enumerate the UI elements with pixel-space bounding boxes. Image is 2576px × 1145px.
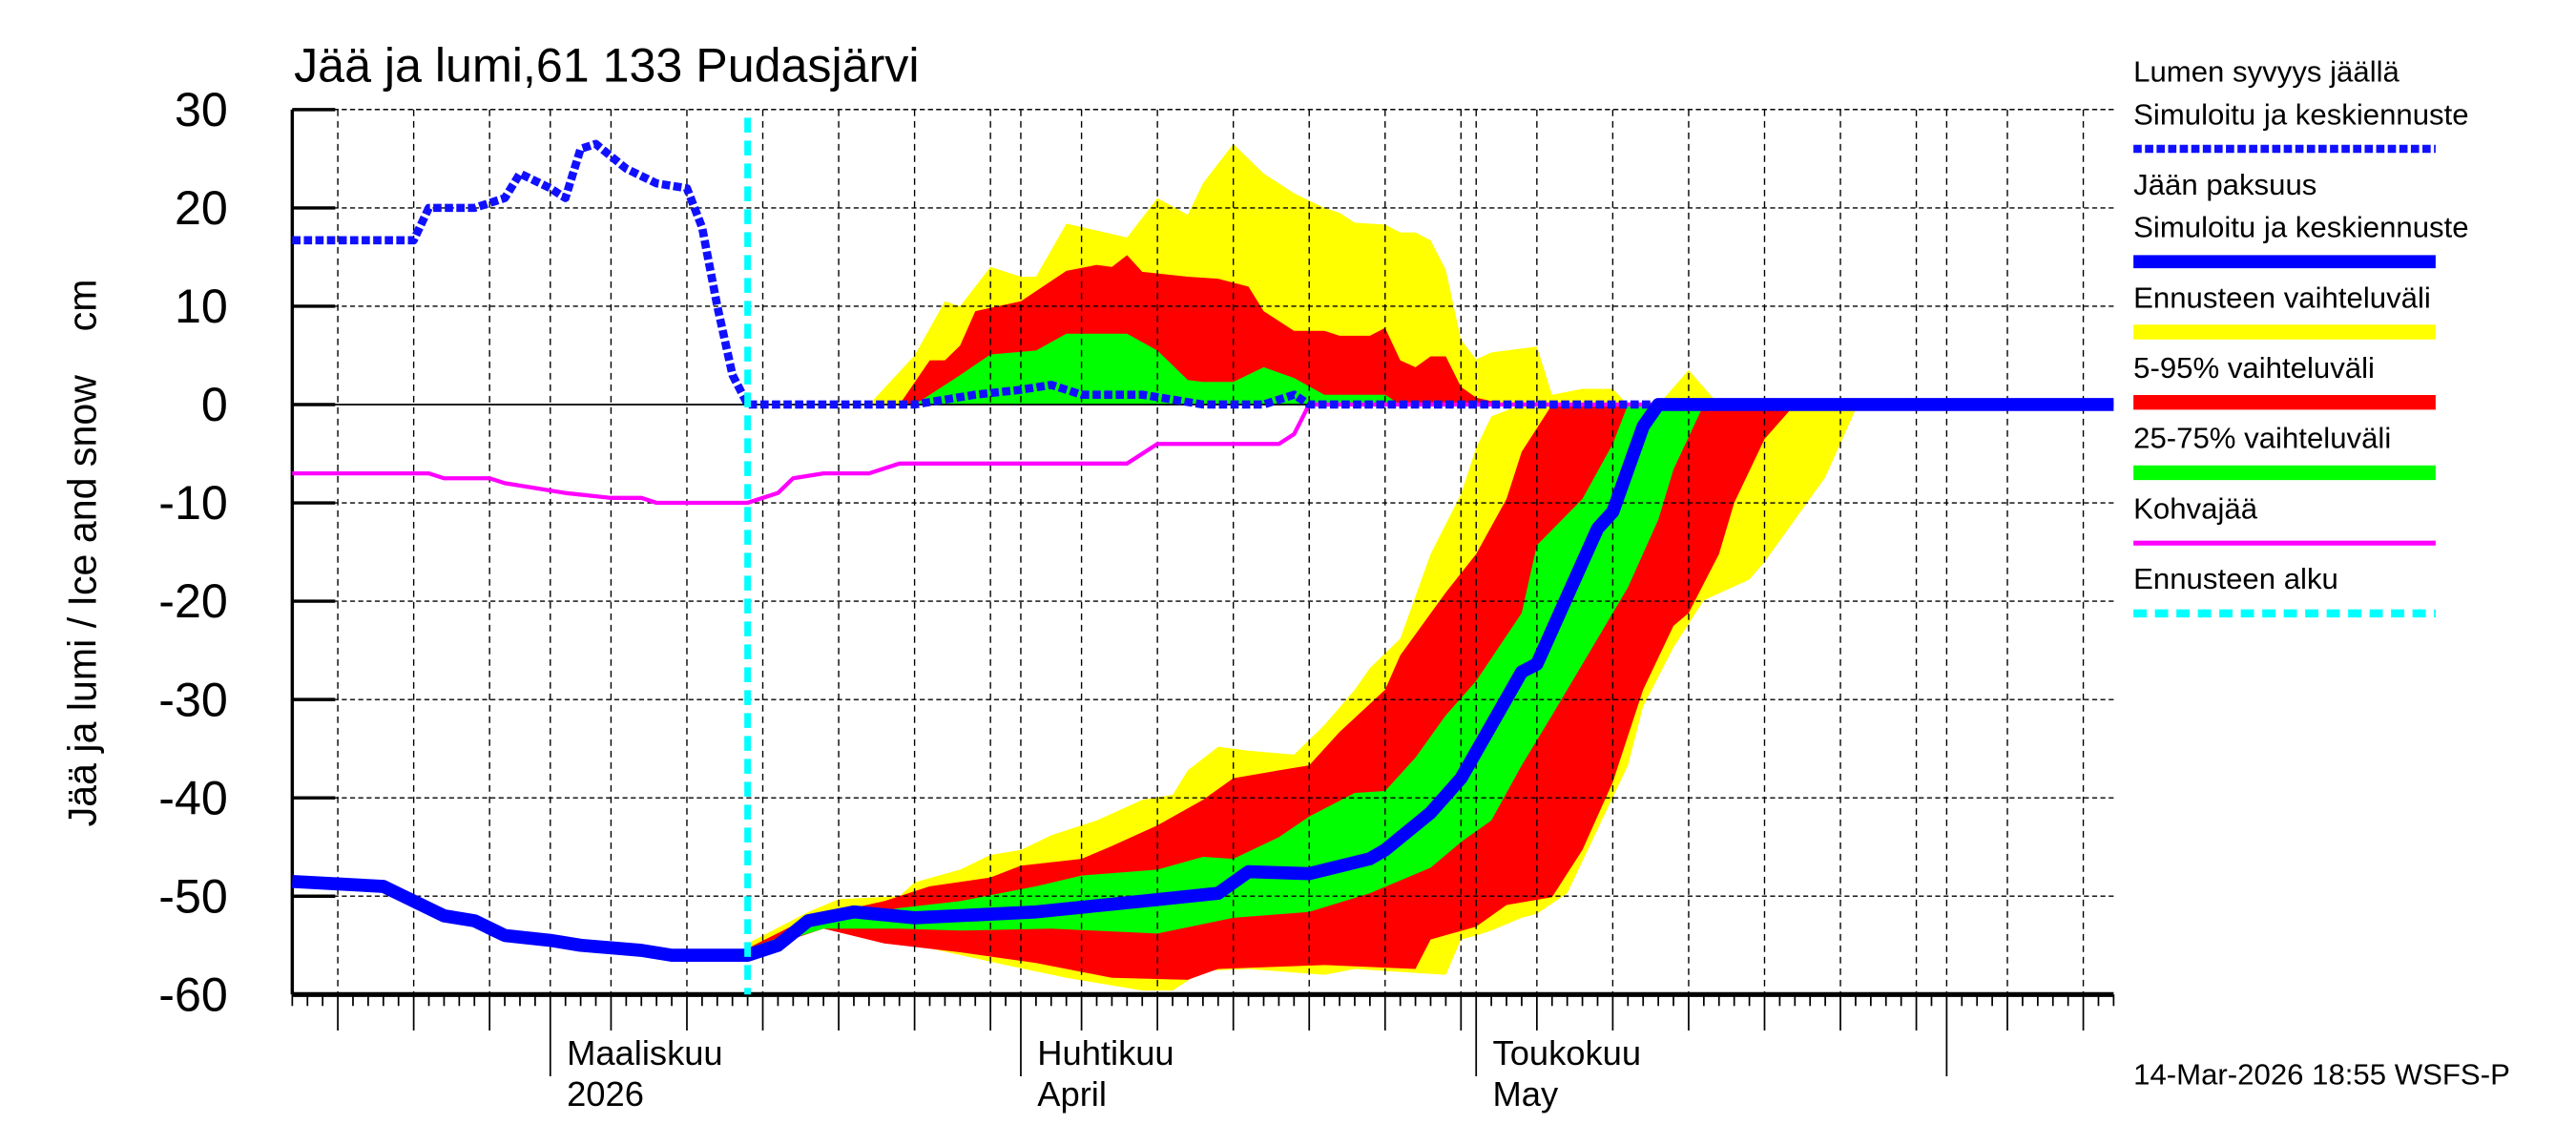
- y-tick-label: -60: [158, 968, 228, 1022]
- legend-label: Ennusteen alku: [2133, 562, 2338, 595]
- y-tick-label: 30: [175, 83, 228, 136]
- ice-thickness-line: [291, 398, 2114, 962]
- legend-label: 5-95% vaihteluväli: [2133, 351, 2375, 385]
- legend-label: Lumen syvyys jäällä: [2133, 55, 2399, 89]
- band-ice-4: [747, 405, 1796, 980]
- x-ticks: [290, 109, 2115, 1076]
- month-sublabel: 2026: [567, 1074, 644, 1114]
- y-tick-label: -10: [158, 476, 228, 530]
- month-label: Maaliskuu: [567, 1033, 723, 1072]
- snow-depth-line: [292, 139, 2114, 409]
- band-snow-2: [914, 333, 1401, 405]
- legend-sublabel: Simuloitu ja keskiennuste: [2133, 211, 2468, 244]
- y-axis-label: Jää ja lumi / Ice and snow cm: [60, 280, 104, 827]
- legend-label: 25-75% vaihteluväli: [2133, 422, 2391, 455]
- month-sublabel: May: [1493, 1074, 1559, 1114]
- y-tick-label: 0: [201, 378, 228, 431]
- y-tick-label: -20: [158, 574, 228, 628]
- y-tick-label: 10: [175, 280, 228, 333]
- legend: Lumen syvyys jäällä Simuloitu ja keskienn…: [2133, 55, 2469, 618]
- band-ice-5: [747, 405, 1704, 952]
- y-tick-label: 20: [175, 181, 228, 235]
- legend-sublabel: Simuloitu ja keskiennuste: [2133, 97, 2468, 131]
- chart-title: Jää ja lumi,61 133 Pudasjärvi: [294, 39, 919, 93]
- y-tick-label: -40: [158, 772, 228, 825]
- legend-label: Jään paksuus: [2133, 168, 2316, 201]
- y-ticks: 30 20 10 0 -10 -20 -30 -40 -50 -60: [158, 83, 336, 1022]
- month-label: Toukokuu: [1493, 1033, 1642, 1072]
- series-lines: [291, 117, 2114, 995]
- month-sublabel: April: [1037, 1074, 1107, 1114]
- slush-ice-line: [292, 402, 2114, 506]
- month-label: Huhtikuu: [1037, 1033, 1174, 1072]
- y-tick-label: -50: [158, 870, 228, 924]
- footer-timestamp: 14-Mar-2026 18:55 WSFS-P: [2133, 1058, 2510, 1092]
- legend-label: Kohvajää: [2133, 492, 2258, 526]
- y-tick-label: -30: [158, 674, 228, 727]
- legend-label: Ennusteen vaihteluväli: [2133, 281, 2431, 314]
